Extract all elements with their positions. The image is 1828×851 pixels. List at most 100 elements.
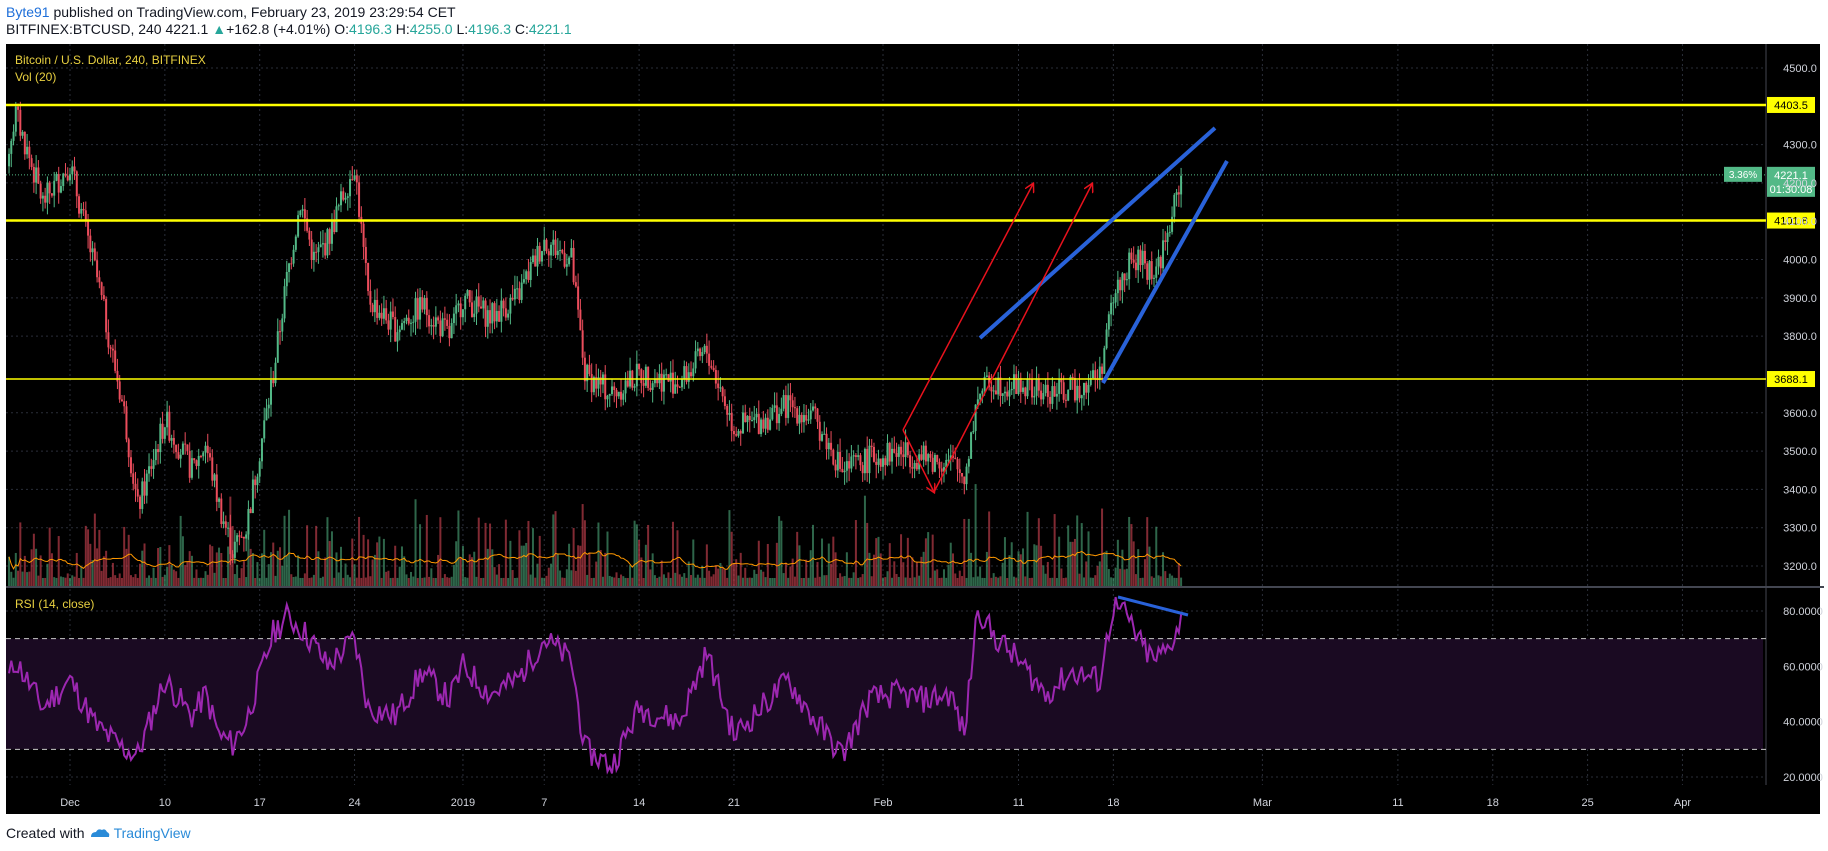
- candle-body: [450, 323, 453, 339]
- volume-bar: [12, 577, 15, 586]
- candle-body: [769, 419, 772, 430]
- candle-body: [1092, 370, 1095, 379]
- volume-bar: [1112, 577, 1115, 586]
- candle-body: [1157, 256, 1160, 267]
- candle-body: [762, 419, 765, 429]
- volume-bar: [823, 575, 826, 586]
- rsi-divergence-line[interactable]: [1117, 595, 1189, 617]
- volume-bar: [728, 510, 731, 586]
- volume-bar: [73, 576, 76, 586]
- candle-body: [204, 445, 207, 453]
- volume-bar: [41, 578, 44, 586]
- volume-bar: [782, 573, 785, 586]
- candle-body: [489, 310, 492, 324]
- volume-bar: [1071, 541, 1074, 586]
- candle-body: [256, 476, 259, 486]
- volume-bar: [958, 570, 961, 586]
- drawings[interactable]: [902, 126, 1229, 617]
- candle-body: [1146, 263, 1149, 280]
- candle-body: [84, 210, 87, 221]
- candle-body: [543, 239, 546, 252]
- candle-body: [272, 379, 275, 384]
- candle-body: [565, 264, 568, 267]
- candle-body: [802, 415, 805, 423]
- volume-bar: [882, 577, 884, 586]
- candle-body: [82, 208, 85, 211]
- candle-body: [1064, 399, 1067, 401]
- volume-bar: [911, 557, 914, 586]
- candle-body: [1003, 391, 1006, 394]
- volume-bar: [157, 548, 160, 586]
- volume-bar: [186, 561, 189, 586]
- volume-bar: [470, 557, 473, 586]
- tradingview-logo[interactable]: TradingView: [89, 825, 191, 841]
- volume-bar: [662, 574, 665, 586]
- volume-bar: [1164, 571, 1167, 586]
- candle-body: [335, 206, 338, 233]
- candle-body: [98, 277, 101, 283]
- volume-bar: [830, 563, 833, 586]
- author-link[interactable]: Byte91: [6, 4, 50, 20]
- candle-body: [660, 373, 663, 392]
- level-price-label: 4101.8: [1774, 216, 1808, 228]
- candle-body: [552, 239, 555, 245]
- volume-bar: [947, 564, 950, 586]
- volume-bar: [513, 577, 516, 586]
- volume-bar: [172, 569, 175, 586]
- candle-body: [355, 175, 358, 183]
- volume-bar: [699, 577, 702, 586]
- volume-bar: [965, 577, 968, 586]
- candle-body: [667, 374, 670, 382]
- horizontal-levels[interactable]: 4403.5 4101.8 3688.1 3.36% 4221.1 01:30:08: [6, 96, 1815, 388]
- volume-bar: [802, 577, 805, 586]
- red-arrow-up-2[interactable]: [933, 184, 1092, 493]
- candle-body: [410, 322, 413, 324]
- candle-body: [653, 378, 656, 384]
- volume-bar: [563, 577, 566, 586]
- candle-body: [279, 331, 282, 333]
- candle-body: [125, 406, 128, 440]
- candle-body: [744, 412, 747, 423]
- volume-bar: [297, 555, 300, 586]
- volume-bar: [21, 571, 24, 586]
- candle-body: [599, 377, 602, 385]
- price-tick-label: 4500.0: [1783, 63, 1817, 75]
- candle-body: [891, 448, 894, 462]
- candle-body: [1141, 250, 1144, 266]
- volume-bar: [561, 577, 564, 586]
- candle-body: [798, 414, 801, 424]
- candle-body: [346, 196, 349, 198]
- candle-body: [545, 239, 548, 252]
- candle-body: [301, 209, 304, 211]
- volume-bar: [477, 517, 480, 586]
- red-arrow-down[interactable]: [902, 429, 934, 492]
- volume-bar: [1037, 518, 1040, 586]
- volume-bar: [292, 577, 295, 586]
- trendline-lower[interactable]: [1101, 160, 1229, 384]
- red-arrow-up-1[interactable]: [902, 184, 1033, 431]
- volume-bar: [1044, 573, 1047, 586]
- candle-body: [1060, 379, 1063, 383]
- candle-body: [529, 262, 532, 281]
- candle-body: [163, 427, 166, 439]
- volume-bar: [556, 553, 559, 586]
- candle-body: [936, 454, 939, 462]
- time-tick-label: 10: [159, 797, 171, 809]
- volume-bar: [827, 543, 830, 586]
- trendline-upper[interactable]: [978, 126, 1217, 340]
- volume-bar: [118, 573, 121, 586]
- volume-bar: [638, 539, 641, 586]
- candle-body: [441, 318, 444, 337]
- candle-body: [1155, 266, 1158, 278]
- candle-body: [771, 407, 774, 420]
- volume-bar: [705, 544, 708, 586]
- volume-bar: [394, 545, 397, 586]
- volume-bar: [1132, 541, 1135, 586]
- candle-body: [522, 279, 525, 283]
- volume-bar: [744, 567, 747, 586]
- volume-bar: [572, 527, 575, 586]
- candle-body: [123, 401, 126, 407]
- candle-body: [398, 329, 401, 333]
- volume-bar: [1121, 549, 1124, 586]
